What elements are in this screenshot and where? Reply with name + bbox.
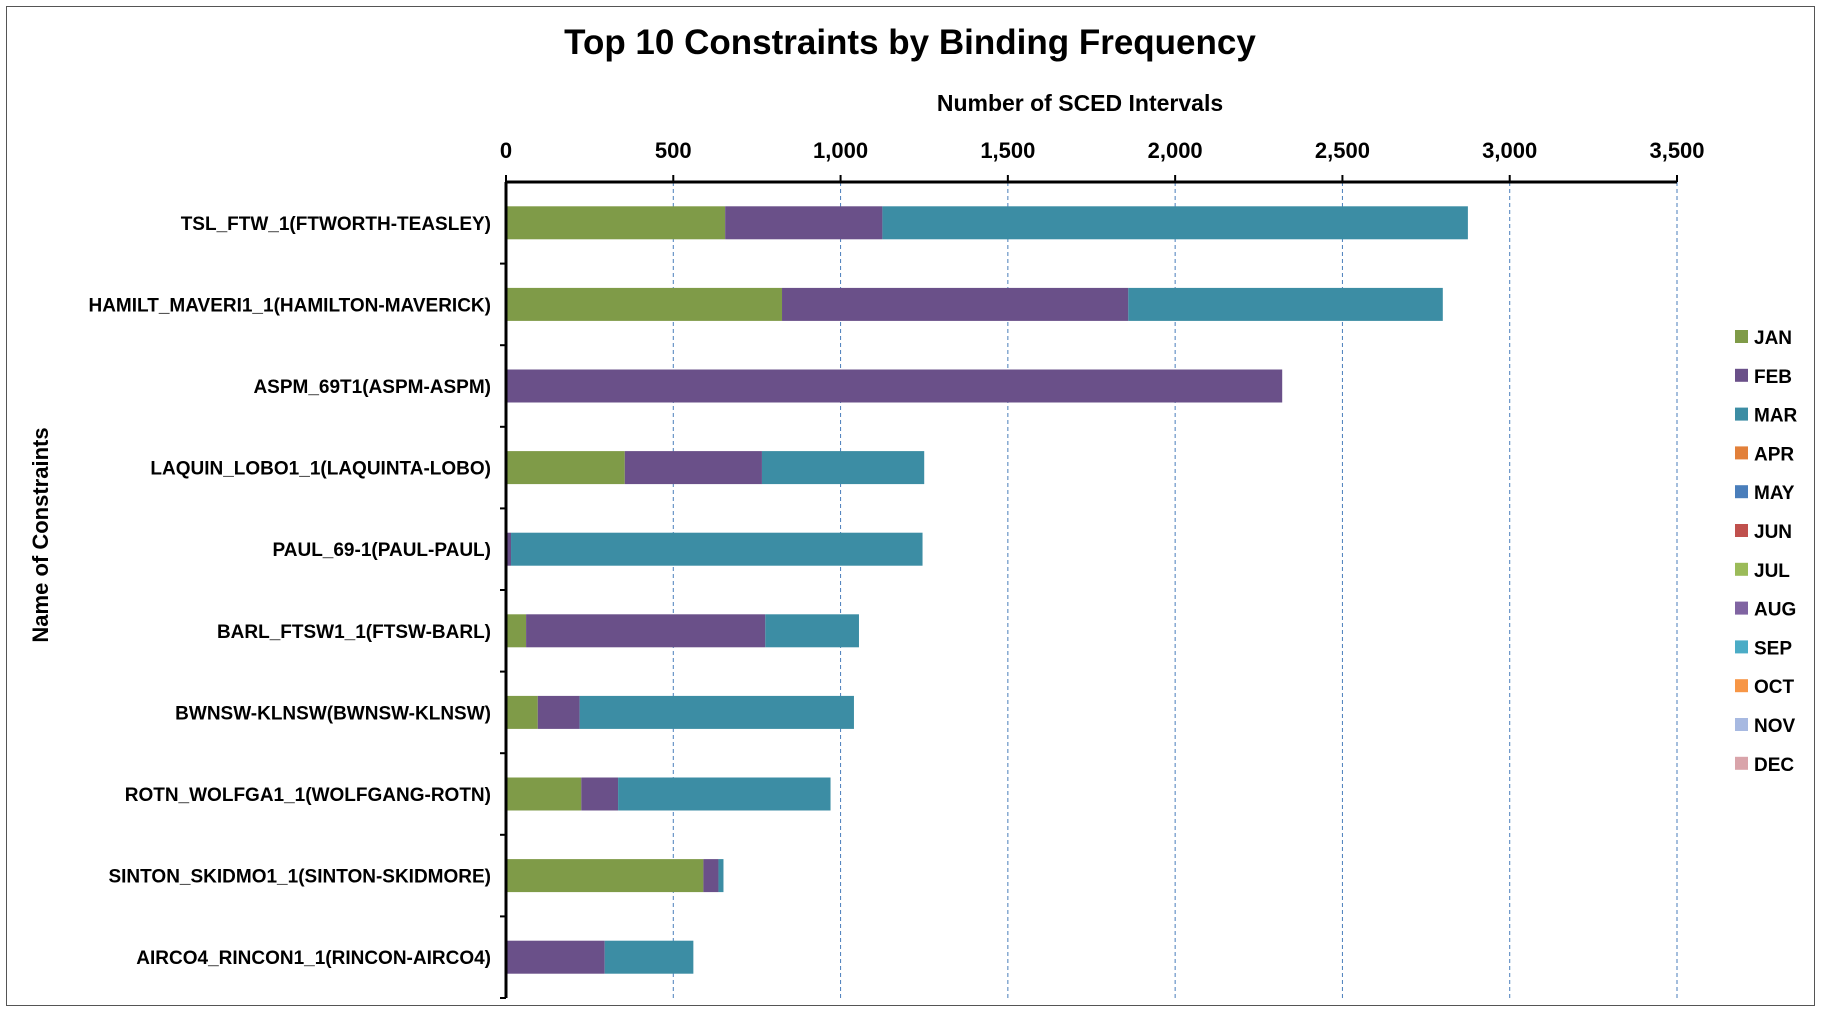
legend-swatch-nov <box>1735 718 1748 731</box>
x-tick-label: 1,500 <box>980 138 1035 163</box>
legend-swatch-jan <box>1735 330 1748 343</box>
bar-segment-mar <box>761 451 925 485</box>
axes <box>500 175 1678 999</box>
legend-label-apr: APR <box>1754 444 1794 465</box>
legend-label-sep: SEP <box>1754 638 1792 659</box>
bar-segment-mar <box>579 695 854 729</box>
bar-segment-feb <box>537 695 580 729</box>
legend-label-jan: JAN <box>1754 328 1792 349</box>
bar-segment-jan <box>506 695 538 729</box>
bar-segment-feb <box>782 287 1129 321</box>
tick-labels: 0 500 1,000 1,500 2,000 2,500 3,000 3,500 <box>500 138 1705 163</box>
category-label: LAQUIN_LOBO1_1(LAQUINTA-LOBO) <box>150 459 491 480</box>
legend-label-feb: FEB <box>1754 367 1792 388</box>
category-label: PAUL_69-1(PAUL-PAUL) <box>272 540 491 561</box>
x-tick-label: 0 <box>500 138 512 163</box>
bar-segment-feb <box>624 451 762 485</box>
bar-segment-jan <box>506 614 527 648</box>
bar-segment-jan <box>506 206 726 240</box>
x-tick-label: 2,000 <box>1148 138 1203 163</box>
bar-segment-feb <box>526 614 766 648</box>
legend-swatch-apr <box>1735 446 1748 460</box>
category-label: HAMILT_MAVERI1_1(HAMILTON-MAVERICK) <box>88 295 491 316</box>
legend-label-oct: OCT <box>1754 677 1795 698</box>
category-label: ROTN_WOLFGA1_1(WOLFGANG-ROTN) <box>125 785 491 806</box>
bars <box>506 206 1468 974</box>
x-tick-label: 3,000 <box>1482 138 1537 163</box>
bar-segment-mar <box>765 614 859 648</box>
legend-label-may: MAY <box>1754 483 1795 504</box>
category-label: SINTON_SKIDMO1_1(SINTON-SKIDMORE) <box>108 867 491 888</box>
bar-segment-mar <box>618 777 831 811</box>
y-axis-title: Name of Constraints <box>28 427 53 642</box>
x-tick-label: 3,500 <box>1649 138 1704 163</box>
legend-swatch-dec <box>1735 756 1748 770</box>
bar-segment-jan <box>506 451 625 485</box>
bar-segment-feb <box>506 532 512 566</box>
category-label: TSL_FTW_1(FTWORTH-TEASLEY) <box>181 214 491 235</box>
legend-label-jul: JUL <box>1754 561 1790 582</box>
category-label: AIRCO4_RINCON1_1(RINCON-AIRCO4) <box>136 948 491 969</box>
legend-label-dec: DEC <box>1754 755 1794 776</box>
x-tick-label: 1,000 <box>813 138 868 163</box>
x-axis-title: Number of SCED Intervals <box>937 90 1223 116</box>
bar-segment-feb <box>581 777 619 811</box>
legend-swatch-jul <box>1735 562 1748 576</box>
legend-swatch-may <box>1735 485 1748 499</box>
category-labels: TSL_FTW_1(FTWORTH-TEASLEY) HAMILT_MAVERI1… <box>88 214 491 969</box>
legend-swatch-sep <box>1735 640 1748 654</box>
legend-swatch-mar <box>1735 407 1748 421</box>
bar-segment-mar <box>1128 287 1443 321</box>
legend-label-mar: MAR <box>1754 406 1798 427</box>
legend-label-aug: AUG <box>1754 600 1796 621</box>
legend-swatch-feb <box>1735 368 1748 382</box>
x-tick-label: 2,500 <box>1315 138 1370 163</box>
legend: JAN FEB MAR APR MAY JUN JUL AUG SEP OCT NOV DEC <box>1735 328 1798 776</box>
legend-swatch-jun <box>1735 524 1748 537</box>
legend-swatch-aug <box>1735 601 1748 615</box>
bar-segment-jan <box>506 287 783 321</box>
bar-segment-feb <box>725 206 883 240</box>
stacked-bar-chart: Top 10 Constraints by Binding Frequency … <box>28 23 1798 999</box>
bar-segment-feb <box>703 859 719 893</box>
x-tick-label: 500 <box>655 138 692 163</box>
bar-segment-mar <box>718 859 724 893</box>
category-label: BWNSW-KLNSW(BWNSW-KLNSW) <box>175 703 491 724</box>
bar-segment-mar <box>604 940 694 974</box>
legend-label-jun: JUN <box>1754 522 1792 543</box>
chart-title: Top 10 Constraints by Binding Frequency <box>564 23 1256 62</box>
legend-label-nov: NOV <box>1754 716 1796 737</box>
bar-segment-feb <box>506 940 605 974</box>
bar-segment-jan <box>506 859 704 893</box>
category-label: ASPM_69T1(ASPM-ASPM) <box>253 377 491 398</box>
category-label: BARL_FTSW1_1(FTSW-BARL) <box>217 622 491 643</box>
bar-segment-mar <box>882 206 1468 240</box>
bar-segment-mar <box>511 532 923 566</box>
chart-frame: Top 10 Constraints by Binding Frequency … <box>6 6 1815 1006</box>
bar-segment-jan <box>506 777 582 811</box>
bar-segment-feb <box>506 369 1283 403</box>
legend-swatch-oct <box>1735 679 1748 693</box>
